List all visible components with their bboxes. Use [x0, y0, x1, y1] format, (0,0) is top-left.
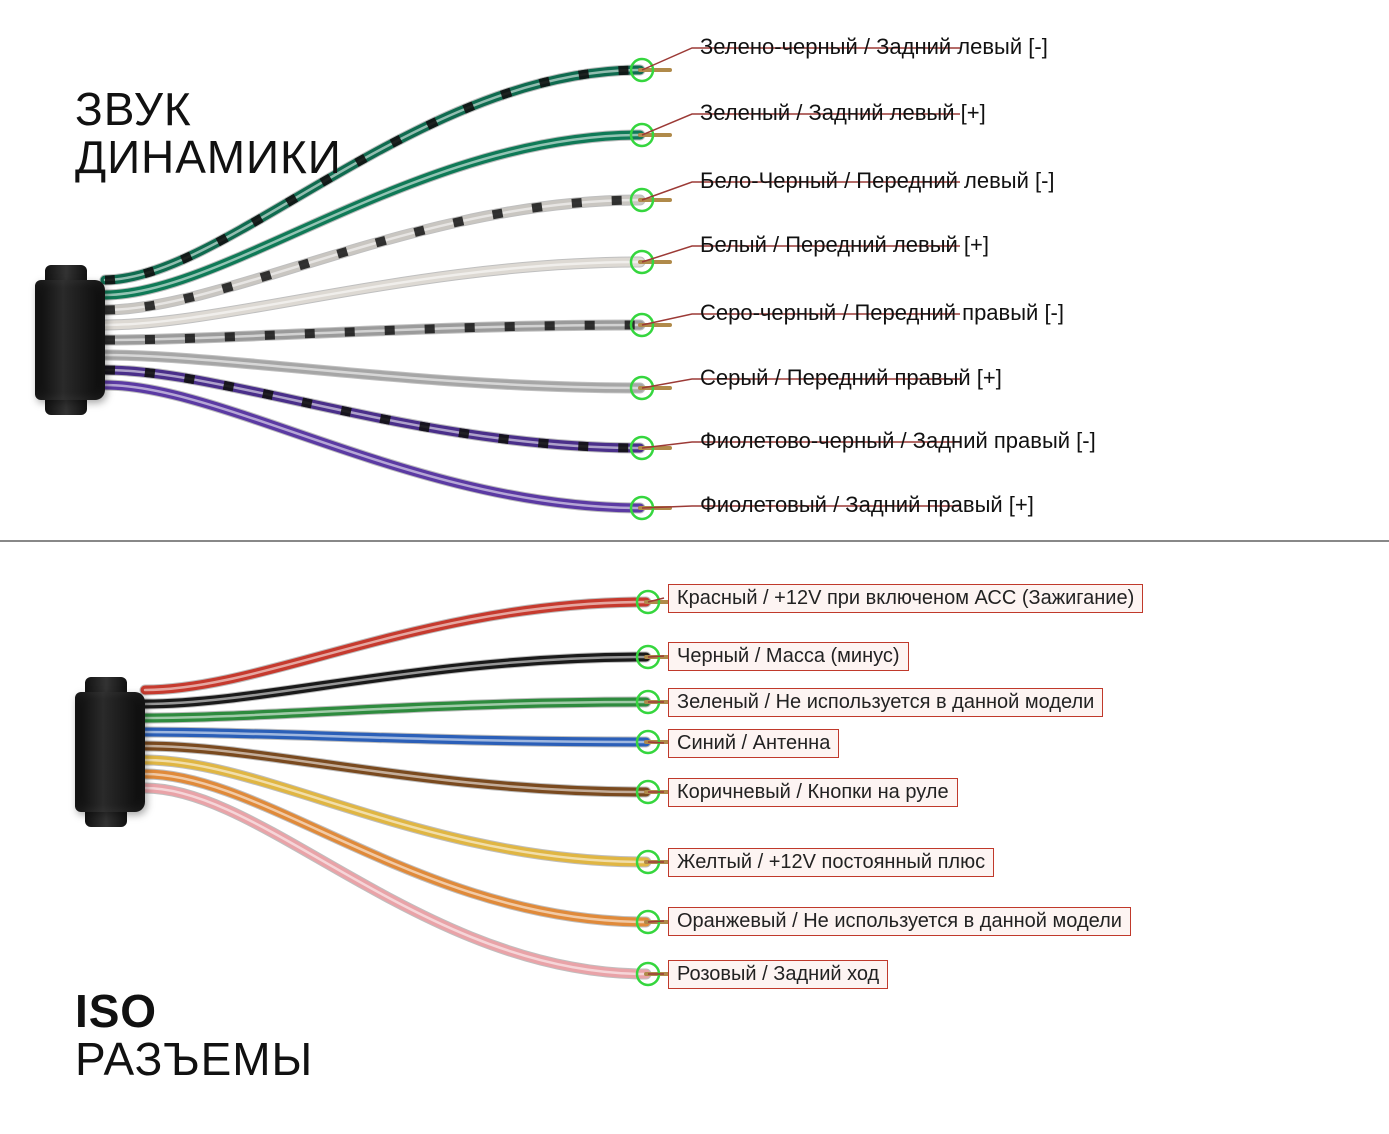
section-speakers: ЗВУК ДИНАМИКИ Зелено-черный / Задний лев…: [0, 0, 1389, 540]
wire-label-rl-neg: Зелено-черный / Задний левый [-]: [700, 34, 1048, 60]
wire-label-fr-neg: Серо-черный / Передний правый [-]: [700, 300, 1064, 326]
wire-label-orange: Оранжевый / Не используется в данной мод…: [668, 907, 1131, 936]
iso-title: ISO РАЗЪЕМЫ: [75, 987, 313, 1084]
wire-label-black: Черный / Масса (минус): [668, 642, 909, 671]
title-line1: ISO: [75, 987, 313, 1035]
speaker-connector: [35, 265, 120, 415]
wire-label-green: Зеленый / Не используется в данной модел…: [668, 688, 1103, 717]
wire-label-rl-pos: Зеленый / Задний левый [+]: [700, 100, 986, 126]
speakers-title: ЗВУК ДИНАМИКИ: [75, 85, 342, 182]
title-line1: ЗВУК: [75, 85, 342, 133]
iso-connector: [75, 677, 160, 827]
wire-pink: [145, 788, 646, 974]
wire-label-rr-neg: Фиолетово-черный / Задний правый [-]: [700, 428, 1096, 454]
wire-label-blue: Синий / Антенна: [668, 729, 839, 758]
wire-label-brown: Коричневый / Кнопки на руле: [668, 778, 958, 807]
wire-label-fl-pos: Белый / Передний левый [+]: [700, 232, 989, 258]
section-iso: ISO РАЗЪЕМЫ Красный / +12V при включеном…: [0, 540, 1389, 1132]
wire-label-rr-pos: Фиолетовый / Задний правый [+]: [700, 492, 1034, 518]
wire-label-red: Красный / +12V при включеном АСС (Зажига…: [668, 584, 1143, 613]
wire-label-fr-pos: Серый / Передний правый [+]: [700, 365, 1002, 391]
wire-label-pink: Розовый / Задний ход: [668, 960, 888, 989]
title-line2: ДИНАМИКИ: [75, 133, 342, 181]
title-line2: РАЗЪЕМЫ: [75, 1035, 313, 1083]
speaker-wires-svg: [0, 0, 1389, 540]
wire-label-yellow: Желтый / +12V постоянный плюс: [668, 848, 994, 877]
wire-label-fl-neg: Бело-Черный / Передний левый [-]: [700, 168, 1055, 194]
